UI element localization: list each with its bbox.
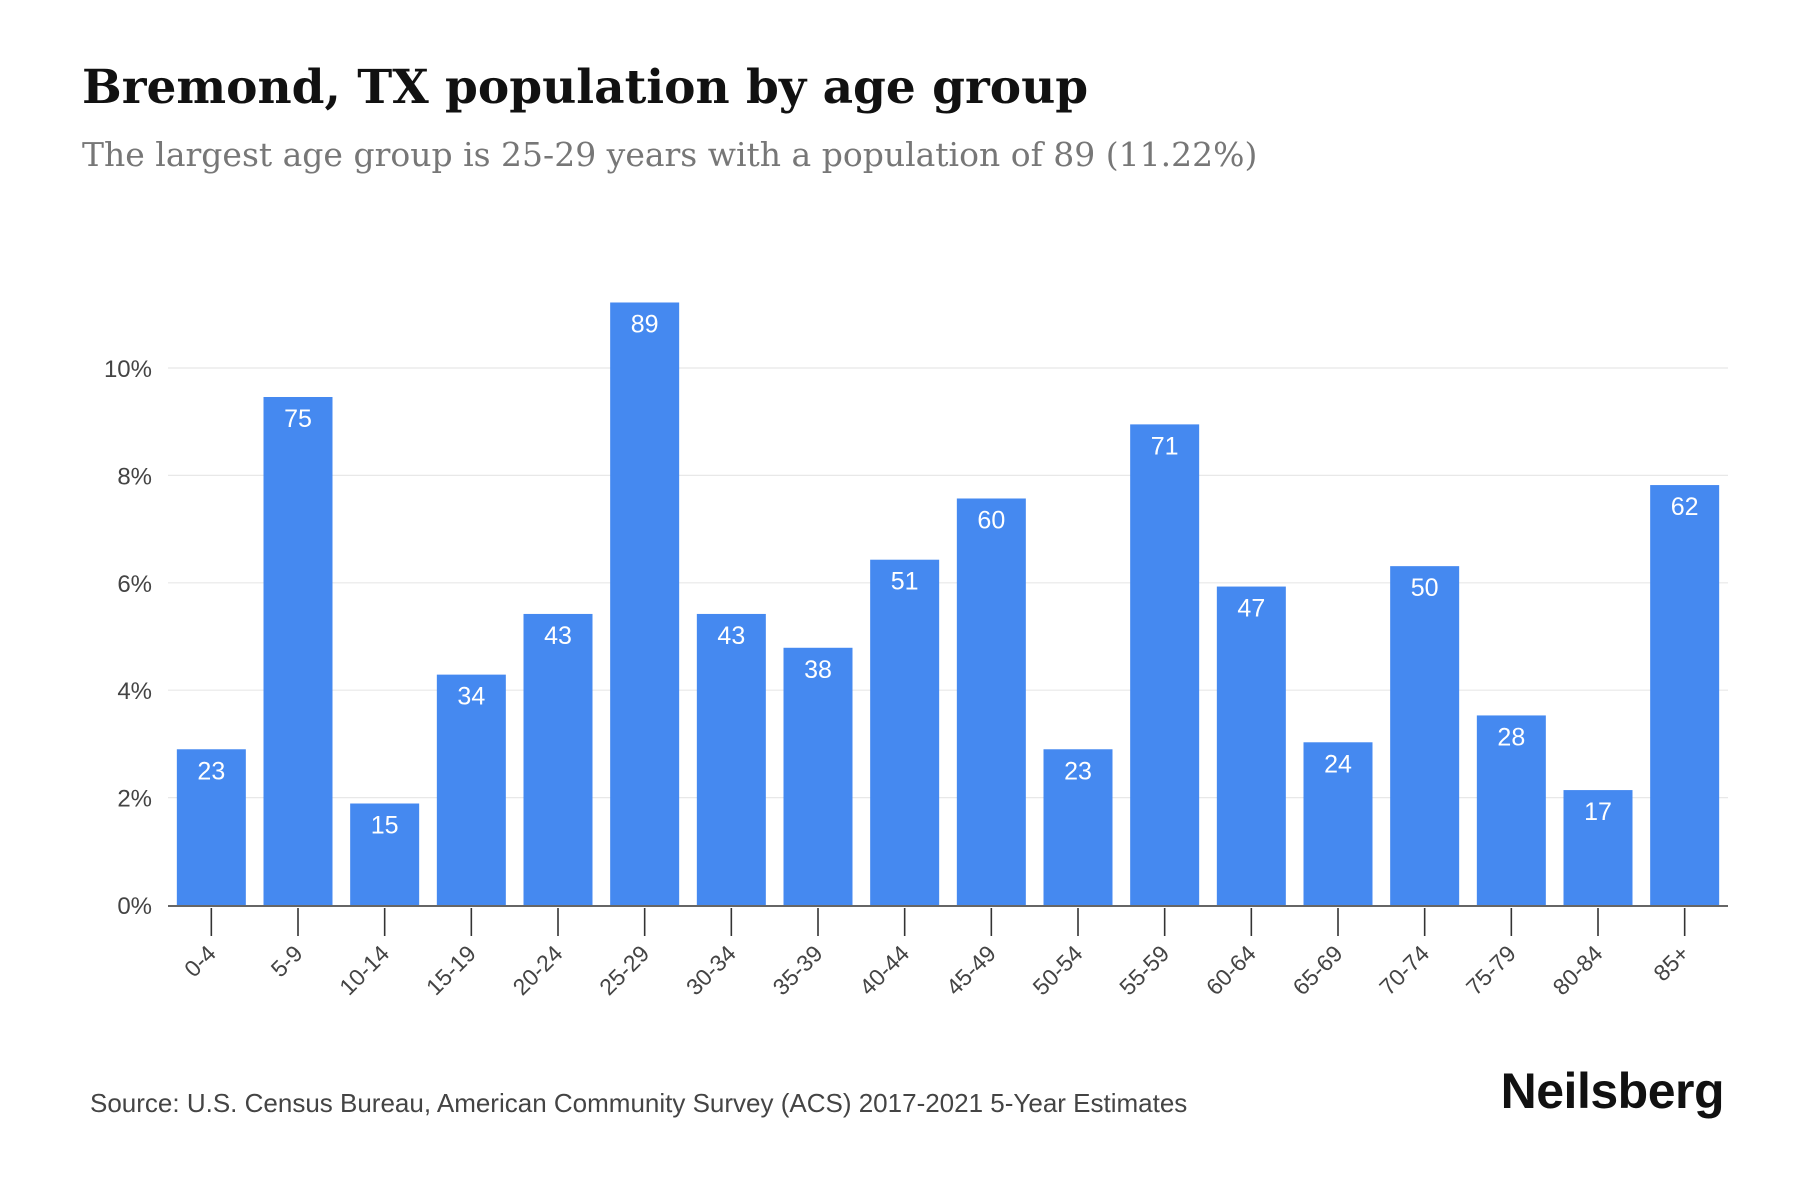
bar-60-64 — [1216, 586, 1286, 905]
bar-70-74 — [1390, 566, 1460, 905]
chart-title: Bremond, TX population by age group — [82, 60, 1089, 115]
x-tick-label: 5-9 — [266, 940, 308, 982]
bar-30-34 — [696, 613, 766, 905]
bar-50-54 — [1043, 749, 1113, 905]
y-tick-label: 10% — [104, 356, 152, 383]
x-tick-label: 75-79 — [1461, 940, 1521, 1000]
chart-subtitle: The largest age group is 25-29 years wit… — [82, 135, 1258, 174]
bar-value-label: 23 — [197, 757, 225, 785]
bar-value-label: 24 — [1324, 750, 1352, 778]
bar-value-label: 17 — [1584, 798, 1612, 826]
x-tick-label: 20-24 — [508, 940, 568, 1000]
bar-35-39 — [783, 647, 853, 905]
x-tick-label: 55-59 — [1114, 940, 1174, 1000]
bar-40-44 — [870, 559, 940, 905]
x-axis-ticks: 0-4 5-9 10-14 15-19 20-24 25-29 30-34 35-39 40-4… — [179, 908, 1694, 1000]
bar-value-label: 71 — [1151, 432, 1179, 460]
bar-0-4 — [176, 749, 246, 905]
bar-value-label: 28 — [1497, 723, 1525, 751]
gridlines — [168, 367, 1728, 799]
y-axis-ticks: 0% 2% 4% 6% 8% 10% — [104, 356, 152, 920]
bar-value-label: 50 — [1411, 574, 1439, 602]
x-tick-label: 35-39 — [768, 940, 828, 1000]
bar-value-label: 47 — [1237, 595, 1265, 623]
bar-80-84 — [1563, 790, 1633, 905]
y-tick-label: 2% — [117, 786, 152, 813]
bar-value-label: 43 — [544, 622, 572, 650]
bar-value-label: 43 — [717, 622, 745, 650]
bar-20-24 — [523, 613, 593, 905]
y-tick-label: 4% — [117, 678, 152, 705]
bar-value-label: 38 — [804, 656, 832, 684]
source-note: Source: U.S. Census Bureau, American Com… — [90, 1088, 1188, 1118]
bar-value-label: 75 — [284, 405, 312, 433]
bar-10-14 — [350, 803, 420, 905]
y-tick-label: 8% — [117, 463, 152, 490]
bar-value-label: 89 — [631, 310, 659, 338]
x-tick-label: 40-44 — [854, 940, 914, 1000]
bar-25-29 — [610, 302, 680, 906]
bar-value-label: 60 — [977, 506, 1005, 534]
bar-chart: 0% 2% 4% 6% 8% 10% 23 75 15 34 43 89 43 38 51 60 23 71 47… — [104, 302, 1728, 1000]
x-tick-label: 25-29 — [594, 940, 654, 1000]
x-tick-label: 0-4 — [179, 940, 221, 982]
bar-value-label: 51 — [891, 568, 919, 596]
x-tick-label: 15-19 — [421, 940, 481, 1000]
x-tick-label: 70-74 — [1374, 940, 1434, 1000]
x-tick-label: 50-54 — [1028, 940, 1088, 1000]
bar-value-label: 34 — [457, 683, 485, 711]
x-tick-label: 80-84 — [1548, 940, 1608, 1000]
y-tick-label: 0% — [117, 893, 152, 920]
bar-5-9 — [263, 396, 333, 905]
bar-value-label: 15 — [371, 812, 399, 840]
bar-65-69 — [1303, 742, 1373, 905]
bar-value-label: 62 — [1671, 493, 1699, 521]
x-tick-label: 30-34 — [681, 940, 741, 1000]
x-tick-label: 85+ — [1648, 940, 1694, 986]
x-tick-label: 65-69 — [1288, 940, 1348, 1000]
bar-85+ — [1650, 485, 1720, 905]
y-tick-label: 6% — [117, 571, 152, 598]
x-tick-label: 45-49 — [941, 940, 1001, 1000]
brand-logo: Neilsberg — [1500, 1063, 1725, 1119]
bar-75-79 — [1476, 715, 1546, 905]
bar-55-59 — [1130, 424, 1200, 905]
bars: 23 75 15 34 43 89 43 38 51 60 23 71 47 24 50 28 17 62 — [176, 302, 1720, 906]
x-tick-label: 60-64 — [1201, 940, 1261, 1000]
bar-15-19 — [436, 674, 506, 905]
x-tick-label: 10-14 — [334, 940, 394, 1000]
bar-value-label: 23 — [1064, 757, 1092, 785]
bar-45-49 — [956, 498, 1026, 905]
